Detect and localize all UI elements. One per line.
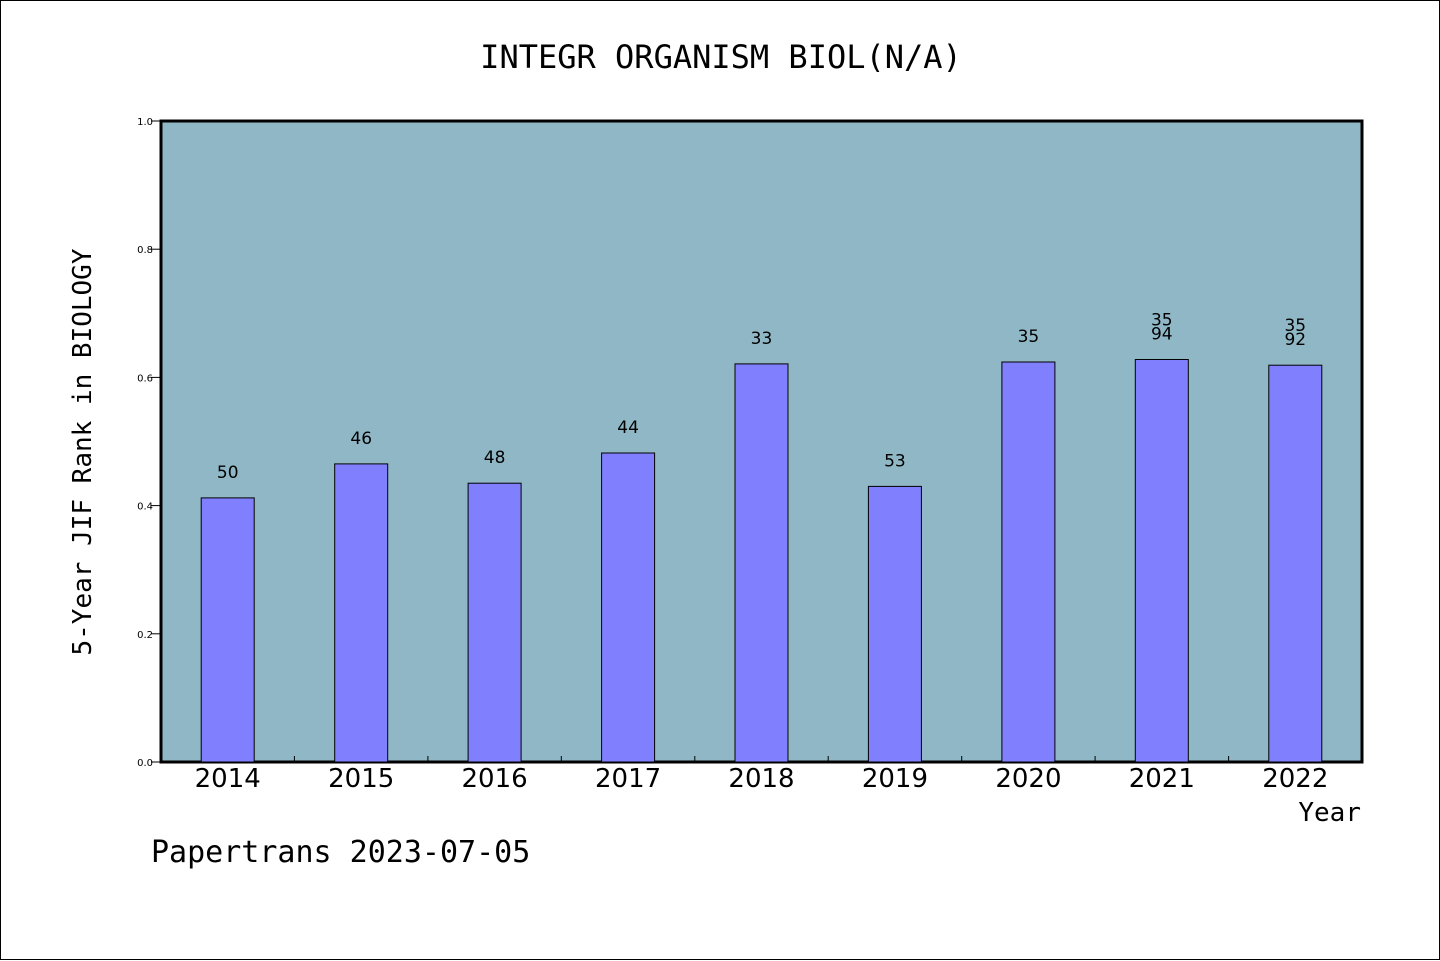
x-tick-label-2018: 2018	[728, 764, 794, 794]
bar-2015	[334, 463, 389, 763]
x-tick-label-2017: 2017	[595, 764, 661, 794]
x-tick-labels: 2014 2015 2016 2017 2018 2019 2020 2021 2022	[195, 764, 1329, 794]
data-label-2022-1: 35	[1284, 316, 1306, 336]
x-tick-label-2016: 2016	[462, 764, 528, 794]
bar-2022	[1268, 364, 1323, 763]
x-tick-label-2020: 2020	[995, 764, 1061, 794]
axis-ticks	[151, 120, 1230, 763]
x-axis-label: Year	[1298, 798, 1361, 828]
chart-title: INTEGR ORGANISM BIOL(N/A)	[480, 38, 962, 76]
data-label-2020: 35	[1018, 327, 1040, 347]
data-label-2019: 53	[884, 451, 906, 471]
data-label-2015: 46	[350, 429, 372, 449]
y-tick-label-0.4: 0.4	[137, 502, 153, 513]
bar-2018	[734, 363, 789, 763]
y-tick-label-1.0: 1.0	[137, 117, 153, 128]
data-label-2021-1: 35	[1151, 311, 1173, 331]
data-label-2014: 50	[217, 463, 239, 483]
x-tick-label-2014: 2014	[195, 764, 261, 794]
data-label-2022-2: 92	[1284, 330, 1306, 350]
x-tick-label-2022: 2022	[1262, 764, 1328, 794]
bar-2014	[200, 497, 255, 763]
y-tick-label-0.2: 0.2	[137, 630, 153, 641]
bar-2017	[601, 452, 656, 763]
y-tick-label-0.8: 0.8	[137, 245, 153, 256]
data-label-2017: 44	[617, 418, 639, 438]
footer-credit: Papertrans 2023-07-05	[151, 835, 531, 870]
x-tick-label-2015: 2015	[328, 764, 394, 794]
x-tick-label-2019: 2019	[862, 764, 928, 794]
y-tick-label-0.6: 0.6	[137, 373, 153, 384]
y-axis-label: 5-Year JIF Rank in BIOLOGY	[68, 248, 98, 655]
y-tick-label-0.0: 0.0	[137, 758, 153, 769]
bar-2021	[1134, 359, 1189, 763]
bar-2019	[867, 485, 922, 763]
x-tick-label-2021: 2021	[1129, 764, 1195, 794]
bar-2016	[467, 482, 522, 763]
data-label-2016: 48	[484, 448, 506, 468]
data-label-2018: 33	[751, 329, 773, 349]
bar-2020	[1001, 361, 1056, 763]
y-tick-labels: 0.0 0.2 0.4 0.6 0.8 1.0	[137, 117, 153, 769]
data-label-2021-2: 94	[1151, 325, 1173, 345]
bars	[200, 359, 1323, 763]
